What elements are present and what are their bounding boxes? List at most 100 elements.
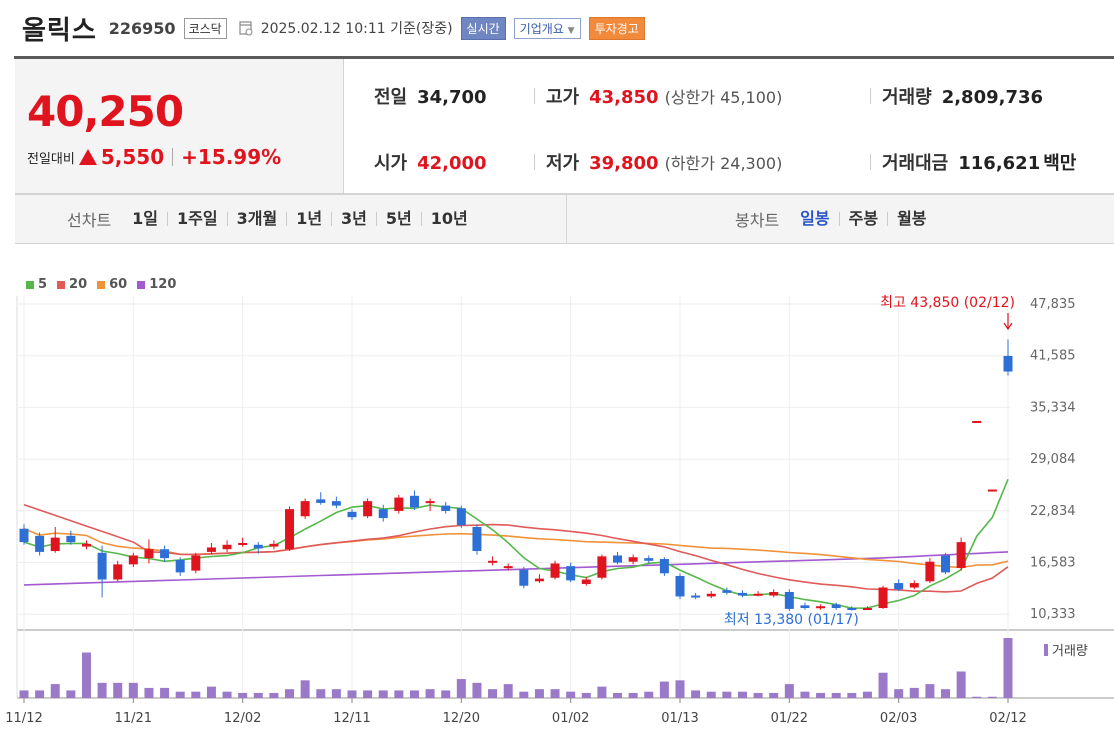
- volume-bar: [769, 692, 779, 698]
- candle-body: [675, 575, 685, 597]
- company-overview-dropdown[interactable]: 기업개요 ▼: [513, 17, 581, 39]
- company-overview-label: 기업개요: [519, 21, 564, 36]
- volume-bar: [925, 684, 935, 698]
- x-tick-label: 01/22: [771, 711, 808, 726]
- volume-bar: [597, 686, 607, 698]
- candle-body: [644, 558, 654, 561]
- volume-bar: [800, 691, 810, 698]
- candle-body: [753, 593, 763, 596]
- volume-bar: [691, 690, 701, 698]
- period-1y[interactable]: 1년: [286, 211, 331, 227]
- volume-bar: [128, 682, 138, 698]
- volume-bar: [394, 690, 404, 698]
- ma20-line: [23, 503, 1009, 593]
- volume-bar: [347, 690, 357, 698]
- candle-body: [50, 537, 60, 552]
- volume-bar: [316, 689, 326, 698]
- candle-body: [331, 501, 341, 506]
- x-tick-label: 12/02: [224, 711, 261, 726]
- volume-bar: [987, 696, 997, 698]
- stat-value: 2,809,736: [941, 87, 1044, 108]
- realtime-button[interactable]: 실시간: [460, 16, 506, 40]
- legend-ma5: 5: [26, 277, 47, 292]
- stat-label: 고가: [546, 87, 580, 108]
- period-10y[interactable]: 10년: [420, 211, 477, 227]
- candle-body: [831, 604, 841, 609]
- candle-body: [472, 526, 482, 552]
- y-tick-label: 29,084: [1030, 452, 1076, 467]
- change-value: 5,550: [100, 145, 165, 169]
- period-3y[interactable]: 3년: [331, 211, 376, 227]
- legend-ma60: 60: [97, 277, 127, 292]
- volume-bar: [784, 684, 794, 698]
- stat-value: 39,800: [589, 153, 659, 174]
- volume-bar: [644, 691, 654, 698]
- volume-bar: [409, 690, 419, 698]
- volume-bar: [816, 692, 826, 698]
- volume-bar: [613, 692, 623, 698]
- stat-label: 시가: [374, 153, 408, 174]
- volume-bar: [722, 691, 732, 698]
- x-tick-label: 01/13: [661, 711, 698, 726]
- period-3m[interactable]: 3개월: [226, 211, 287, 227]
- volume-bar: [35, 690, 45, 698]
- x-tick-label: 02/12: [989, 711, 1026, 726]
- candle-body: [300, 501, 310, 517]
- period-5y[interactable]: 5년: [375, 211, 421, 227]
- candle-body: [363, 501, 373, 517]
- investment-warning-badge[interactable]: 투자경고: [588, 16, 645, 40]
- candle-weekly[interactable]: 주봉: [838, 211, 887, 227]
- chart-toolbar: 선차트 1일 1주일 3개월 1년 3년 5년 10년 봉차트 일봉 주봉 월봉: [15, 194, 1114, 244]
- stat-value: 43,850: [589, 87, 659, 108]
- stat-value: 116,621 백만: [958, 149, 1076, 175]
- volume-bar: [441, 690, 451, 698]
- candle-daily[interactable]: 일봉: [800, 209, 830, 228]
- candle-monthly[interactable]: 월봉: [887, 211, 935, 227]
- period-1d[interactable]: 1일: [132, 209, 159, 228]
- volume-bar: [956, 671, 966, 698]
- legend-ma20: 20: [57, 277, 87, 292]
- amount-value: 116,621: [958, 153, 1041, 174]
- stat-low: 저가 39,800 (하한가 24,300): [546, 149, 782, 175]
- high-annotation: 최고 43,850 (02/12): [880, 295, 1015, 311]
- volume-label: 거래량: [1052, 644, 1088, 659]
- ma-legend: 5 20 60 120: [26, 277, 176, 292]
- stat-value: 34,700: [417, 87, 487, 108]
- candle-chart-periods: 봉차트 일봉 주봉 월봉: [735, 195, 936, 243]
- y-tick-label: 22,834: [1030, 504, 1076, 519]
- ma120-line: [23, 551, 1009, 586]
- volume-bar: [878, 672, 888, 698]
- y-tick-label: 35,334: [1030, 400, 1076, 415]
- ma60-line: [23, 527, 1009, 569]
- stat-label: 저가: [546, 153, 580, 174]
- period-1w[interactable]: 1주일: [167, 211, 227, 227]
- volume-bar: [753, 692, 763, 698]
- divider: [172, 148, 174, 166]
- calendar-icon: [239, 21, 253, 36]
- volume-bar: [113, 682, 123, 698]
- change-label: 전일대비: [27, 151, 75, 167]
- divider: [870, 88, 871, 104]
- volume-bar: [378, 690, 388, 698]
- stat-amount: 거래대금 116,621 백만: [882, 149, 1076, 175]
- divider: [534, 154, 535, 170]
- candle-body: [800, 605, 810, 609]
- y-tick-label: 10,333: [1030, 607, 1076, 622]
- candle-body: [956, 542, 966, 568]
- volume-bar: [285, 689, 295, 698]
- candle-body: [191, 555, 201, 571]
- candle-body: [488, 560, 498, 563]
- y-tick-label: 41,585: [1030, 349, 1076, 364]
- low-arrow-head: [784, 591, 794, 600]
- candle-body: [847, 608, 857, 611]
- volume-bar: [941, 689, 951, 698]
- volume-bar: [659, 681, 669, 698]
- volume-bar: [488, 689, 498, 698]
- volume-bar: [628, 692, 638, 698]
- candle-body: [894, 583, 904, 590]
- volume-bar: [66, 690, 76, 698]
- volume-bar: [238, 692, 248, 698]
- high-arrow-head: [1003, 322, 1013, 331]
- candle-body: [456, 508, 466, 526]
